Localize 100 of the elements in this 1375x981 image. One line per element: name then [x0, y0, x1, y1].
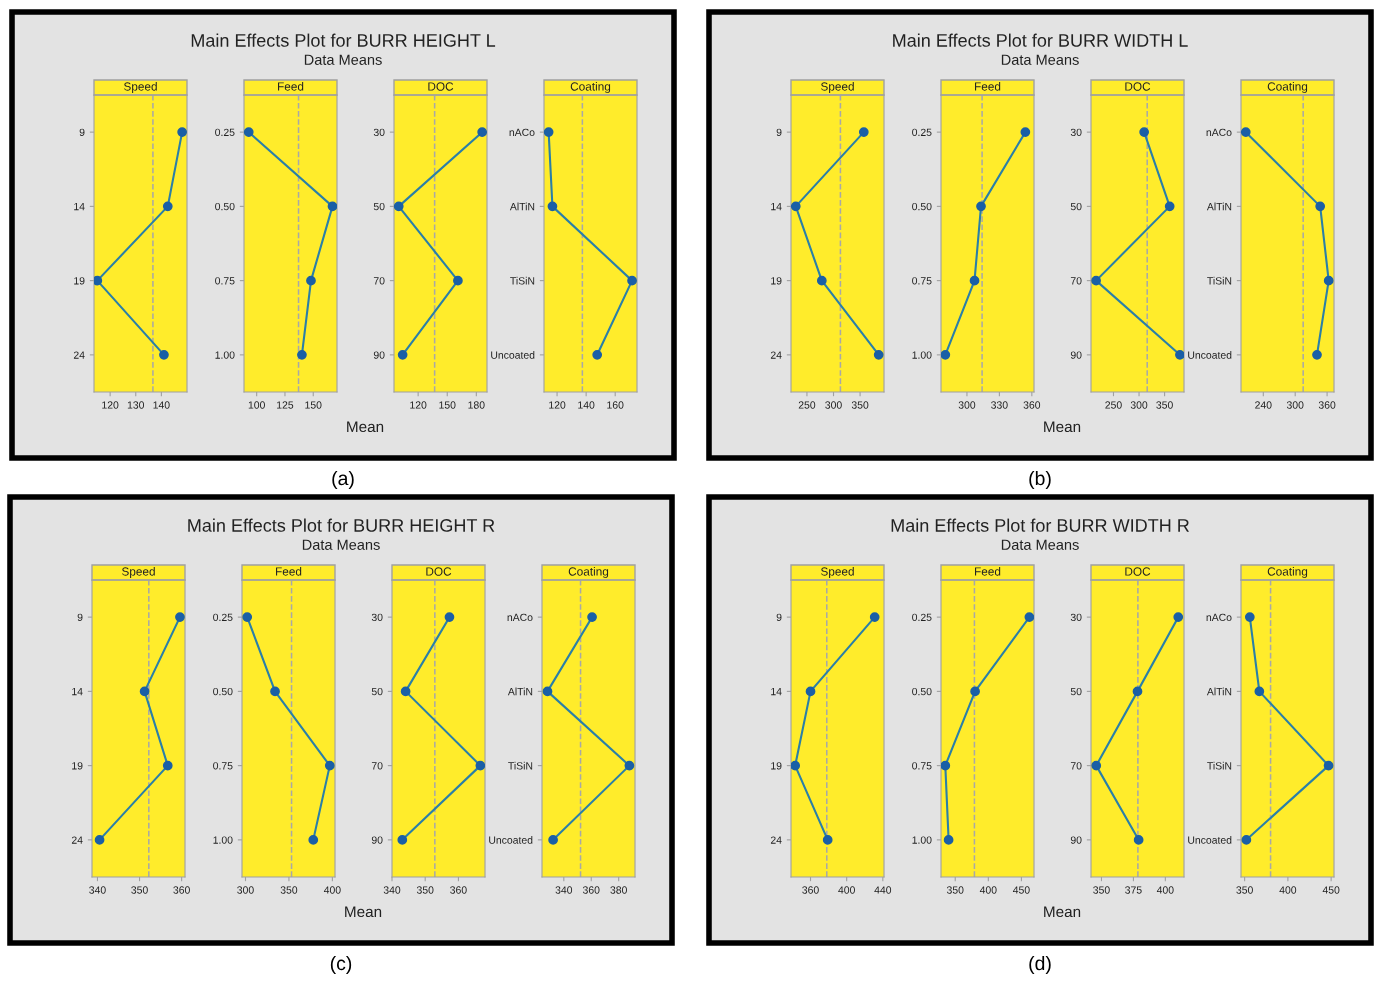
point: [624, 760, 635, 771]
y-tick-label: 1.00: [215, 351, 235, 359]
text: (d): [1029, 955, 1051, 975]
y-tick-label: 90: [1070, 836, 1082, 844]
x-tick-label: 450: [1012, 886, 1030, 894]
point: [969, 275, 980, 286]
x-tick-label: 130: [127, 401, 145, 409]
y-tick-label: 70: [1070, 762, 1082, 770]
x-tick-label: 150: [439, 401, 456, 409]
text: Mean: [1044, 421, 1081, 433]
point: [1091, 760, 1102, 771]
text: Data Means: [304, 54, 382, 65]
y-tick-label: 70: [1070, 277, 1082, 285]
chart-title: Feed: [975, 82, 1001, 91]
x-tick-label: 380: [610, 886, 627, 894]
x-tick-label: 340: [555, 886, 573, 894]
y-tick-label: nACo: [1206, 613, 1232, 621]
y-tick-label: 50: [371, 687, 383, 696]
point: [244, 127, 254, 137]
y-tick-label: 90: [373, 351, 385, 359]
point: [159, 350, 169, 360]
x-tick-label: 360: [1318, 401, 1336, 409]
x-tick-label: 350: [131, 886, 148, 894]
chart-title: Speed: [820, 567, 854, 578]
point: [791, 201, 801, 212]
chart-title: Speed: [123, 82, 157, 93]
y-tick-label: 24: [71, 836, 83, 844]
x-tick-label: 360: [173, 886, 190, 894]
point: [327, 201, 337, 212]
chart-title: Coating: [1267, 567, 1308, 578]
y-tick-label: 0.25: [215, 128, 235, 136]
point: [869, 612, 880, 622]
y-tick-label: TiSiN: [1207, 761, 1232, 770]
y-tick-label: 0.25: [912, 128, 932, 136]
y-tick-label: 14: [74, 202, 85, 211]
y-tick-label: 30: [373, 128, 385, 136]
x-tick-label: 440: [874, 886, 892, 894]
point: [1024, 612, 1034, 622]
y-tick-label: 9: [776, 128, 782, 136]
point: [544, 127, 554, 137]
chart-title: DOC: [1125, 567, 1151, 576]
x-tick-label: 340: [89, 886, 106, 894]
x-tick-label: 300: [1286, 401, 1304, 409]
point: [941, 760, 951, 771]
point: [444, 612, 455, 622]
x-tick-label: 350: [1236, 886, 1253, 894]
y-tick-label: 19: [74, 277, 85, 285]
point: [270, 686, 280, 697]
point: [1164, 201, 1175, 212]
y-tick-label: 0.50: [213, 687, 233, 696]
y-tick-label: 9: [776, 613, 782, 621]
x-tick-label: 300: [237, 886, 254, 894]
y-tick-label: Uncoated: [1188, 836, 1232, 844]
y-tick-label: nACo: [509, 128, 535, 136]
text: (b): [1029, 470, 1051, 490]
point: [1091, 275, 1101, 286]
y-tick-label: nACo: [1206, 128, 1232, 136]
x-tick-label: 300: [825, 401, 842, 409]
point: [1315, 201, 1326, 212]
y-tick-label: 24: [73, 351, 85, 359]
x-tick-label: 300: [1130, 401, 1148, 409]
point: [1132, 686, 1143, 697]
chart-title: Feed: [278, 82, 304, 91]
chart-title: DOC: [426, 567, 452, 576]
y-tick-label: AlTiN: [1206, 202, 1232, 211]
point: [970, 686, 980, 697]
point: [1323, 760, 1334, 771]
x-tick-label: 350: [946, 886, 964, 894]
x-tick-label: 140: [153, 401, 170, 409]
y-tick-label: 70: [373, 277, 385, 285]
point: [453, 275, 463, 286]
point: [1241, 127, 1251, 137]
point: [1175, 350, 1184, 360]
x-tick-label: 250: [798, 401, 816, 409]
x-tick-label: 400: [979, 886, 997, 894]
x-tick-label: 125: [277, 401, 294, 409]
x-tick-label: 360: [1023, 401, 1041, 409]
point: [943, 835, 954, 845]
y-tick-label: TiSiN: [1207, 276, 1232, 285]
chart-title: Coating: [568, 567, 609, 578]
y-tick-label: 90: [1070, 351, 1082, 359]
y-tick-label: 0.25: [213, 613, 233, 621]
point: [1244, 612, 1255, 622]
point: [791, 760, 801, 771]
point: [1323, 275, 1334, 286]
point: [547, 201, 558, 212]
text: Mean: [347, 421, 384, 433]
x-tick-label: 350: [416, 886, 434, 894]
point: [1133, 835, 1144, 845]
y-tick-label: TiSiN: [510, 276, 535, 285]
y-tick-label: 30: [1070, 128, 1082, 136]
text: Main Effects Plot for BURR WIDTH L: [893, 33, 1188, 47]
point: [242, 612, 253, 622]
text: Data Means: [1001, 54, 1079, 65]
point: [397, 835, 408, 845]
y-tick-label: 14: [771, 687, 782, 696]
y-tick-label: 0.75: [215, 277, 235, 285]
x-tick-label: 120: [102, 401, 119, 409]
y-tick-label: 14: [771, 202, 782, 211]
x-tick-label: 160: [607, 401, 624, 409]
